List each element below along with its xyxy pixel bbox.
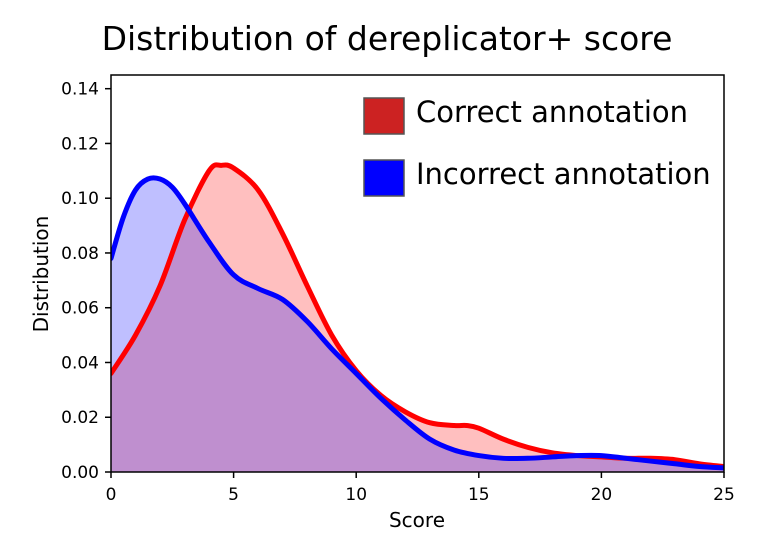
chart-title: Distribution of dereplicator+ score [102,19,673,58]
x-tick-label: 0 [106,485,117,505]
y-tick-label: 0.04 [61,353,99,373]
legend-label-correct-annotation: Correct annotation [416,95,688,129]
x-axis-label: Score [389,508,445,532]
x-tick-label: 15 [468,485,490,505]
y-tick-label: 0.12 [61,134,99,154]
y-tick-label: 0.14 [61,80,99,100]
series-area-correct-annotation [111,164,724,472]
y-axis-label: Distribution [29,216,53,333]
x-tick-label: 20 [591,485,613,505]
x-tick-label: 5 [228,485,239,505]
series-line-incorrect-annotation [111,175,724,471]
x-tick-label: 25 [713,485,735,505]
x-axis: 0 5 10 15 20 25 [106,472,735,505]
y-tick-label: 0.00 [61,463,99,483]
y-tick-label: 0.10 [61,189,99,209]
legend-swatch-incorrect-annotation [363,159,405,197]
y-tick-label: 0.06 [61,299,99,319]
plot-frame [110,74,725,473]
x-tick-label: 10 [345,485,367,505]
y-tick-label: 0.02 [61,408,99,428]
legend-swatch-correct-annotation [363,97,405,135]
y-tick-label: 0.08 [61,244,99,264]
plot-area [111,162,724,472]
legend-label-incorrect-annotation: Incorrect annotation [416,157,711,191]
legend: Correct annotation Incorrect annotation [363,95,711,197]
series-area-incorrect-annotation [111,177,724,472]
y-axis: 0.00 0.02 0.04 0.06 0.08 0.10 0.12 0.14 [61,80,111,483]
